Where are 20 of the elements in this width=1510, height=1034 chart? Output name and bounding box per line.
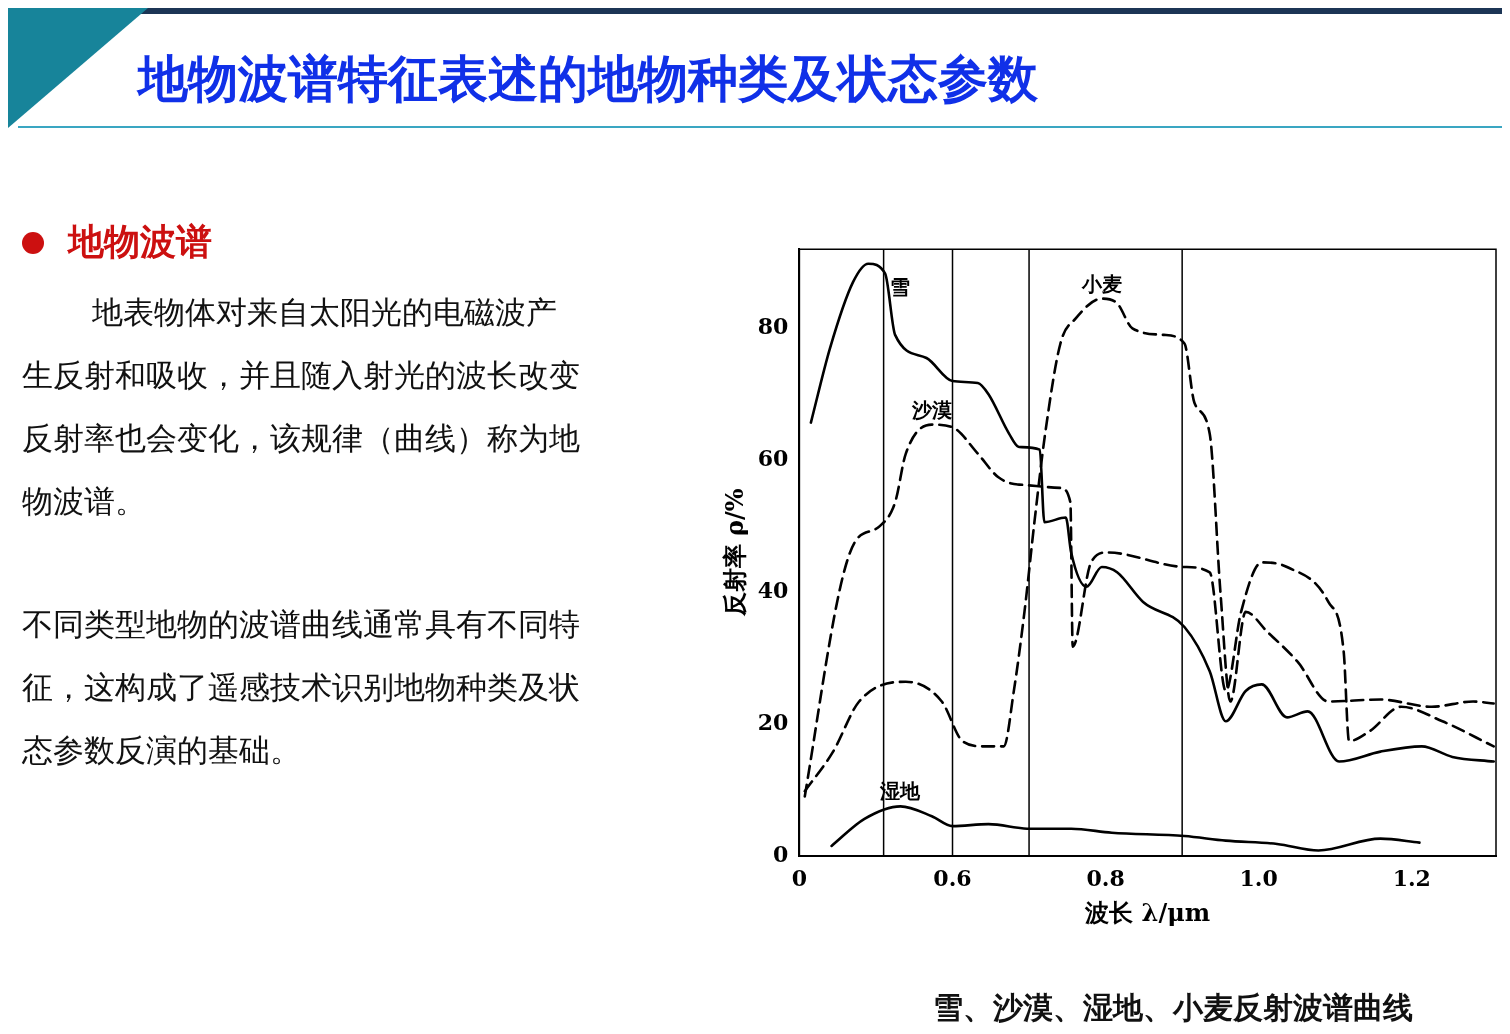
y-tick-label: 60	[757, 444, 789, 471]
series-label: 小麦	[1080, 271, 1122, 296]
x-axis-title: 波长 λ/μm	[1084, 897, 1211, 927]
y-tick-label: 80	[757, 313, 789, 340]
text: 地物波谱	[68, 220, 212, 264]
text: 地表物体对来自太阳光的电磁波产生反射和吸收，并且随入射光的波长改变反射率也会变化，该规律（曲线）称为地物波谱。	[22, 293, 581, 521]
y-tick-label: 0	[773, 840, 789, 867]
chart-title: 地物波谱特征表述的地物种类及状态参数	[138, 49, 1038, 110]
x-tick-label: 0.8	[1086, 864, 1125, 891]
x-tick-label: 1.0	[1239, 864, 1278, 891]
text: 不同类型地物的波谱曲线通常具有不同特征，这构成了遥感技术识别地物种类及状态参数反演的基础。	[22, 605, 581, 770]
x-tick-label: 0	[791, 864, 808, 891]
series-label: 沙漠	[910, 397, 952, 422]
x-tick-label: 0.6	[933, 864, 972, 891]
y-tick-label: 40	[757, 576, 789, 603]
x-tick-label: 1.2	[1392, 864, 1431, 891]
y-tick-label: 20	[757, 708, 789, 735]
y-axis-title: 反射率 ρ/%	[719, 488, 749, 618]
text: 雪、沙漠、湿地、小麦反射波谱曲线	[933, 989, 1413, 1027]
series-label: 雪	[890, 274, 911, 299]
